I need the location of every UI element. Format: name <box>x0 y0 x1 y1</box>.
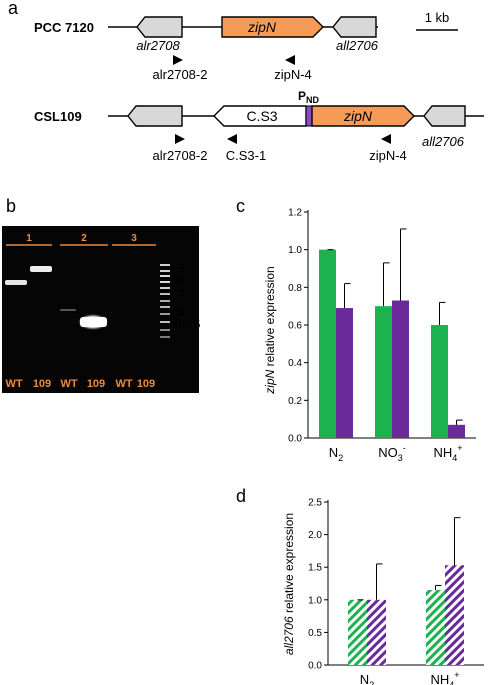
bar-1-0 <box>375 306 392 438</box>
x-tick-label: N2 <box>329 445 343 463</box>
ladder-label-3: 3 <box>179 275 185 287</box>
lane-2-label-109: 109 <box>87 378 105 390</box>
lane-3-label-wt: WT <box>115 378 132 390</box>
promoter-box-pnd <box>305 105 313 127</box>
gene-arrow-alr2708-row2 <box>127 105 183 127</box>
bar-0-1 <box>336 308 353 438</box>
panel-d: d all2706 relative expression 0.0 0.5 1.0 1… <box>236 486 484 685</box>
y-tick-label: 2.5 <box>308 498 322 509</box>
x-tick-label: NH4+ <box>430 670 459 685</box>
panel-b-letter: b <box>6 196 16 216</box>
gene-arrow-all2706-row2 <box>423 105 466 127</box>
bar-2-0 <box>431 325 448 438</box>
lane-2-number: 2 <box>81 233 87 244</box>
ladder-label-0-75: 0.75 <box>179 319 200 331</box>
scale-bar-label: 1 kb <box>425 10 450 25</box>
gel-band-2-wt-faint <box>60 309 76 311</box>
bar-0-0 <box>319 249 336 438</box>
gel-image <box>2 226 199 393</box>
y-tick-label: 0.5 <box>308 628 322 639</box>
lane-3-number: 3 <box>131 233 137 244</box>
gene-label-all2706-row2: all2706 <box>422 134 465 149</box>
lane-1-number: 1 <box>26 233 32 244</box>
lane-3-label-109: 109 <box>137 378 155 390</box>
bar-1-1 <box>445 565 464 665</box>
gel-ladder <box>160 264 170 338</box>
y-tick-label: 1.5 <box>308 563 322 574</box>
y-tick-label: 0.8 <box>288 283 302 294</box>
x-tick-label: N2 <box>360 672 374 685</box>
panel-c-letter: c <box>236 196 245 216</box>
primer-arrow-cs3-1 <box>227 134 237 144</box>
gene-arrow-zipN-row1 <box>221 16 324 38</box>
ladder-label-1: 1 <box>179 306 185 318</box>
primer-arrow-alr2708-2-row2 <box>175 134 185 144</box>
ladder-label-5: 5 <box>179 263 185 275</box>
gel-band-1-wt <box>5 280 27 285</box>
strain-label-pcc7120: PCC 7120 <box>34 20 94 35</box>
lane-1-label-wt: WT <box>5 378 22 390</box>
strain-label-csl109: CSL109 <box>34 109 82 124</box>
y-tick-label: 1.0 <box>288 245 302 256</box>
bar-1-1 <box>392 300 409 438</box>
cassette-label-cs3: C.S3 <box>246 108 277 124</box>
y-tick-label: 2.0 <box>308 530 322 541</box>
chart-d-plot: 0.0 0.5 1.0 1.5 2.0 2.5 N2 NH4+ <box>308 498 484 685</box>
x-tick-label: NO3- <box>378 443 406 463</box>
y-tick-label: 1.0 <box>308 595 322 606</box>
gene-label-alr2708: alr2708 <box>136 38 180 53</box>
y-tick-label: 0.2 <box>288 396 302 407</box>
panel-d-letter: d <box>236 486 246 506</box>
bar-0-1 <box>367 599 386 665</box>
y-tick-label: 1.2 <box>288 208 302 219</box>
gel-band-2-109-core <box>80 317 107 327</box>
primer-label-zipN-4-row2: zipN-4 <box>369 148 407 163</box>
panel-d-ylabel: all2706 relative expression <box>282 513 296 655</box>
bar-1-0 <box>426 590 445 665</box>
ladder-label-2: 2 <box>179 287 185 299</box>
lane-1-label-109: 109 <box>33 378 51 390</box>
panel-c-ylabel: zipN relative expression <box>263 266 277 394</box>
primer-arrow-zipN-4-row2 <box>381 134 391 144</box>
bar-0-0 <box>348 599 367 665</box>
panel-c: c zipN relative expression 0.00.20.40.60… <box>236 196 476 463</box>
y-tick-label: 0.0 <box>288 434 302 445</box>
gene-arrow-zipN-row2 <box>311 105 415 127</box>
panel-b: b 1 2 3 5 <box>2 196 200 393</box>
primer-arrow-zipN-4-row1 <box>285 55 295 65</box>
gene-label-zipN-row1: zipN <box>247 19 277 35</box>
y-tick-label: 0.4 <box>288 358 302 369</box>
panel-a-letter: a <box>8 0 19 18</box>
primer-arrow-alr2708-2-row1 <box>173 55 183 65</box>
chart-c-plot: 0.0 0.2 0.4 0.6 0.8 1.0 1.2 N2 NO3- NH4+ <box>288 208 476 463</box>
gene-arrow-all2706 <box>332 16 377 38</box>
gene-label-zipN-row2: zipN <box>343 108 373 124</box>
lane-2-label-wt: WT <box>60 378 77 390</box>
x-tick-label: NH4+ <box>433 443 462 463</box>
promoter-label: PND <box>298 89 320 105</box>
primer-label-alr2708-2-row1: alr2708-2 <box>153 67 208 82</box>
gel-band-1-109 <box>30 266 52 272</box>
primer-label-alr2708-2-row2: alr2708-2 <box>153 148 208 163</box>
gene-label-all2706-row1: all2706 <box>336 38 379 53</box>
primer-label-cs3-1: C.S3-1 <box>226 148 266 163</box>
panel-a: a PCC 7120 zipN alr2708 all2706 1 kb alr… <box>8 0 484 163</box>
y-tick-label: 0.0 <box>308 661 322 672</box>
bar-2-1 <box>448 424 465 438</box>
gene-arrow-alr2708 <box>136 16 183 38</box>
y-tick-label: 0.6 <box>288 321 302 332</box>
primer-label-zipN-4-row1: zipN-4 <box>274 67 312 82</box>
